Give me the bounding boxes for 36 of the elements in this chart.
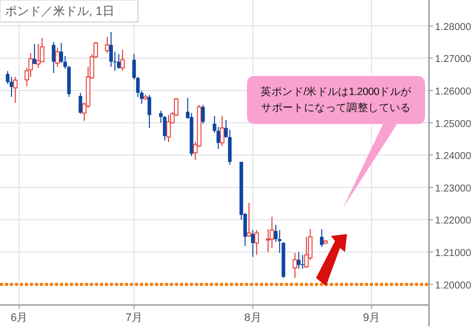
candlestick <box>246 202 252 238</box>
chart-title: ポンド／米ドル, 1日 <box>5 4 114 18</box>
x-tick-label: 8月 <box>244 312 262 324</box>
candlestick <box>55 47 60 68</box>
y-tick-label: 1.27000 <box>435 54 472 66</box>
y-tick-label: 1.22000 <box>435 216 472 227</box>
y-tick-label: 1.28000 <box>435 22 472 33</box>
candlestick <box>254 230 259 256</box>
candlestick <box>13 76 18 104</box>
annotation: 英ポンド/米ドルは1.2000ドルがサポートになって調整している <box>260 85 412 116</box>
candlestick <box>36 43 41 68</box>
y-tick-label: 1.23000 <box>435 183 472 194</box>
x-tick-label: 7月 <box>126 312 143 324</box>
candlestick <box>162 115 167 142</box>
candlestick <box>220 115 224 147</box>
candlestick <box>296 252 301 270</box>
y-tick-label: 1.24000 <box>435 151 472 162</box>
candlestick <box>105 36 110 54</box>
candlestick <box>32 43 36 64</box>
y-tick-label: 1.20000 <box>435 280 472 292</box>
y-tick-label: 1.25000 <box>435 118 472 130</box>
candlestick <box>292 252 298 278</box>
candlestick <box>148 94 152 128</box>
y-tick-label: 1.21000 <box>435 248 472 260</box>
x-tick-label: 9月 <box>362 312 380 324</box>
candlestick <box>78 92 82 114</box>
candlestick <box>116 53 121 70</box>
candlestick <box>109 31 113 68</box>
candlestick <box>251 230 255 258</box>
candlestick <box>166 114 171 143</box>
x-tick-label: 6月 <box>10 312 28 324</box>
candlestick <box>320 228 324 248</box>
candlestick <box>120 49 125 72</box>
candlestick <box>270 216 274 248</box>
candlestick <box>201 104 205 124</box>
y-tick-label: 1.26000 <box>435 86 472 98</box>
